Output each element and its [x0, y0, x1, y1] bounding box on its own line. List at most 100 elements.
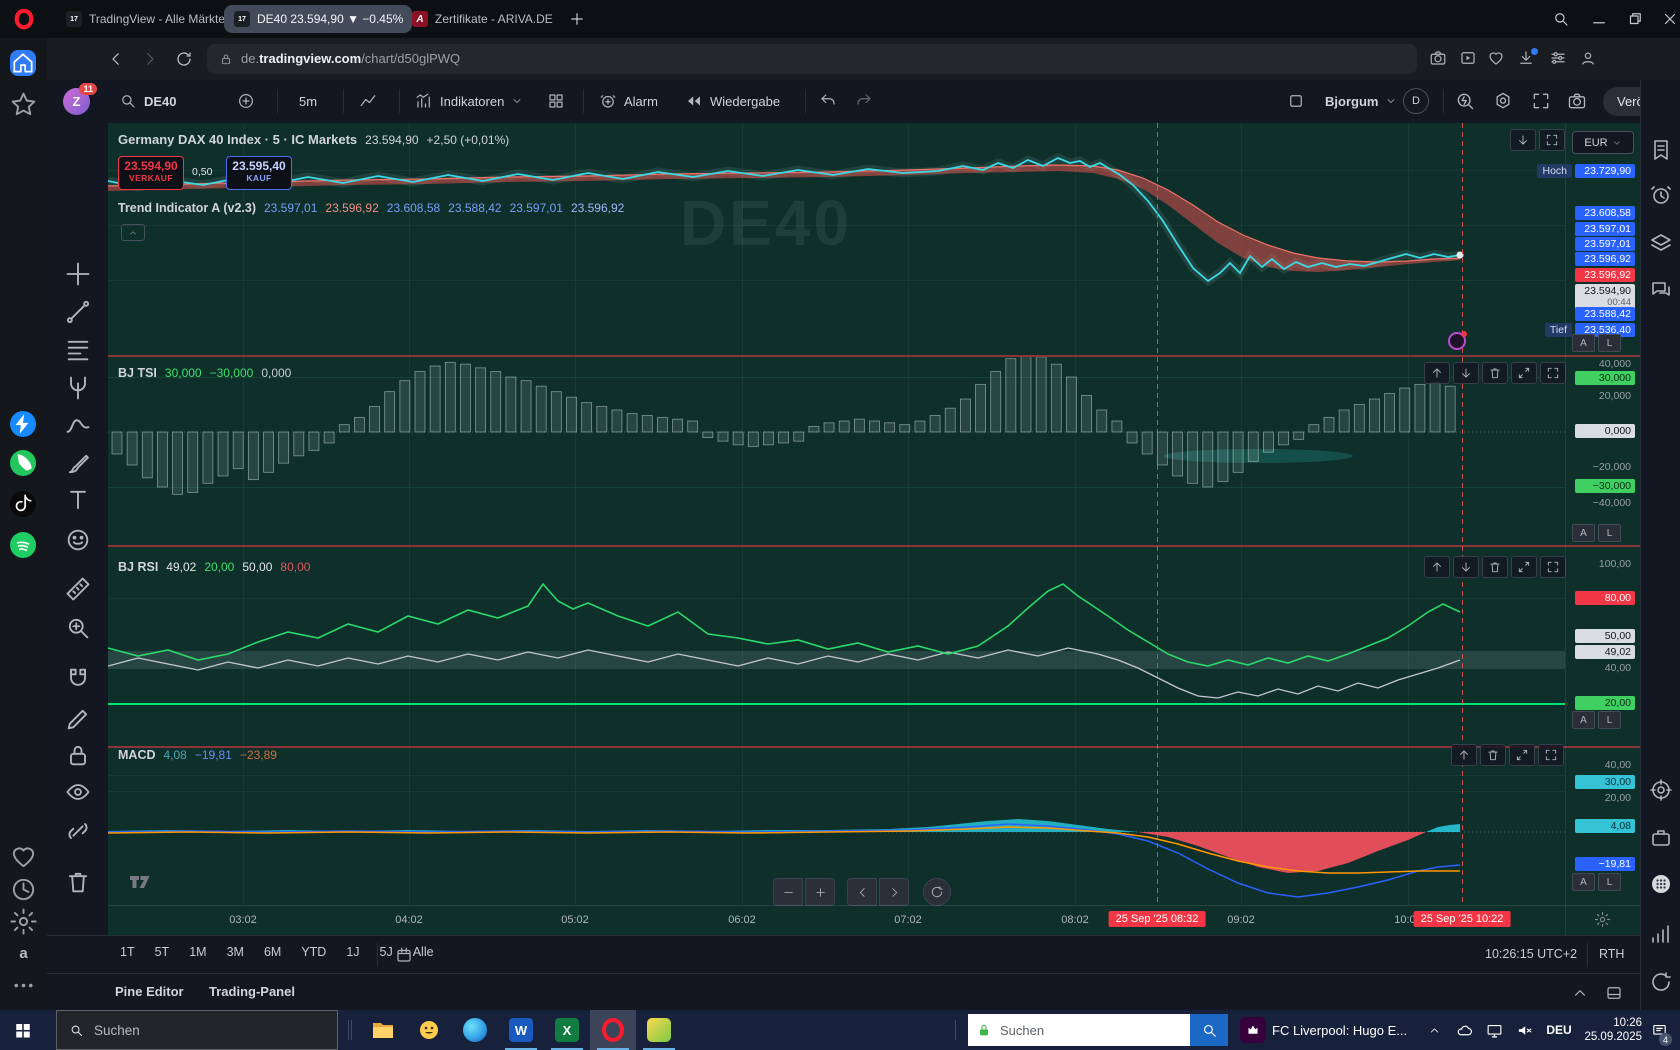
indicator-templates-button[interactable] — [547, 80, 565, 122]
taskbar-opera-active[interactable] — [590, 1010, 636, 1050]
tradingview-logo[interactable] — [128, 870, 152, 894]
chart-style-button[interactable] — [359, 80, 377, 122]
session-badge[interactable]: RTH — [1599, 947, 1625, 961]
favorites-heart-icon[interactable] — [1487, 49, 1505, 67]
pane-maximize-button[interactable] — [1540, 556, 1566, 578]
signal-icon[interactable] — [1649, 922, 1673, 946]
trend-line-icon[interactable] — [64, 298, 92, 326]
pane-delete-button[interactable] — [1482, 362, 1508, 384]
pane-maximize-button[interactable] — [1540, 362, 1566, 384]
taskbar-edge[interactable] — [452, 1010, 498, 1050]
measure-icon[interactable] — [64, 575, 92, 603]
object-tree-icon[interactable] — [1649, 231, 1673, 255]
fullscreen-button[interactable] — [1531, 80, 1551, 122]
settings-icon[interactable] — [9, 907, 38, 936]
pane-maximize-button[interactable] — [1539, 129, 1565, 151]
start-button[interactable] — [0, 1010, 46, 1050]
text-tool-icon[interactable] — [64, 486, 92, 514]
taskbar-word[interactable]: W — [498, 1010, 544, 1050]
panel-layout-icon[interactable] — [1605, 984, 1623, 1002]
rsi-legend[interactable]: BJ RSI 49,02 20,00 50,00 80,00 — [118, 560, 310, 574]
log-scale-button[interactable]: L — [1598, 334, 1621, 352]
star-icon[interactable] — [9, 90, 38, 119]
zoom-in-icon[interactable] — [64, 614, 92, 642]
target-icon[interactable] — [1649, 778, 1673, 802]
range-button-1t[interactable]: 1T — [120, 945, 135, 959]
scroll-left-button[interactable] — [847, 878, 877, 906]
pane-expand-button[interactable] — [1511, 556, 1537, 578]
quick-search-button[interactable] — [1455, 80, 1475, 122]
zoom-in-button[interactable] — [805, 878, 835, 906]
window-minimize-button[interactable] — [1590, 10, 1608, 28]
collapse-legend-button[interactable] — [121, 224, 145, 241]
notification-center[interactable]: 4 — [1646, 1010, 1672, 1050]
pane-move-down-button[interactable] — [1453, 556, 1479, 578]
range-button-5t[interactable]: 5T — [154, 945, 170, 959]
scroll-right-button[interactable] — [879, 878, 909, 906]
auto-scale-button[interactable]: A — [1572, 711, 1595, 729]
tiktok-icon[interactable] — [10, 491, 36, 517]
sidebar-setup-icon[interactable] — [1549, 49, 1567, 67]
snapshot-button[interactable] — [1567, 80, 1587, 122]
chart-settings-button[interactable] — [1493, 80, 1513, 122]
watchlist-icon[interactable] — [1649, 138, 1673, 162]
news-widget[interactable] — [1238, 1010, 1268, 1050]
url-field[interactable]: de.tradingview.com/chart/d50glPWQ — [207, 44, 1417, 74]
trend-indicator-legend[interactable]: Trend Indicator A (v2.3) 23.597,01 23.59… — [118, 201, 624, 215]
axis-settings-gear-icon[interactable] — [1594, 911, 1611, 928]
compare-add-button[interactable] — [237, 80, 255, 122]
price-scale[interactable] — [1565, 123, 1641, 935]
player-icon[interactable] — [1459, 49, 1477, 67]
fib-retracement-icon[interactable] — [64, 336, 92, 364]
chart-canvas[interactable] — [108, 123, 1640, 935]
range-button-3m[interactable]: 3M — [226, 945, 244, 959]
go-to-date-icon[interactable] — [395, 946, 413, 964]
spotify-icon[interactable] — [10, 532, 36, 558]
pencil-icon[interactable] — [64, 705, 92, 733]
tab-de40-chart[interactable]: 17 DE40 23.594,90 ▼ −0.45% — [224, 5, 412, 33]
log-scale-button[interactable]: L — [1598, 711, 1621, 729]
magnet-icon[interactable] — [64, 665, 92, 693]
back-button[interactable] — [107, 50, 125, 68]
search-go-button[interactable] — [1190, 1014, 1228, 1046]
range-button-1j[interactable]: 1J — [346, 945, 360, 959]
window-maximize-button[interactable] — [1626, 10, 1644, 28]
buy-button[interactable]: 23.595,40 KAUF — [226, 156, 292, 190]
tab-trading-panel[interactable]: Trading-Panel — [209, 984, 295, 999]
briefcase-icon[interactable] — [1649, 826, 1673, 850]
layout-name-button[interactable]: Bjorgum — [1325, 80, 1397, 122]
tab-tradingview-home[interactable]: 17 TradingView - Alle Märkte — [56, 5, 234, 33]
alert-button[interactable]: Alarm — [599, 80, 658, 122]
snapshot-camera-icon[interactable] — [1429, 49, 1447, 67]
currency-button[interactable]: EUR — [1572, 131, 1634, 154]
pane-move-up-button[interactable] — [1424, 556, 1450, 578]
brush-icon[interactable] — [64, 450, 92, 478]
messenger-icon[interactable] — [10, 411, 36, 437]
chat-icon[interactable] — [1649, 277, 1673, 301]
crosshair-icon[interactable] — [64, 260, 92, 288]
indicators-button[interactable]: Indikatoren — [415, 80, 523, 122]
resolution-badge[interactable]: D — [1403, 80, 1429, 122]
undo-button[interactable] — [819, 80, 837, 122]
link-icon[interactable] — [64, 817, 92, 845]
whatsapp-icon[interactable] — [10, 450, 36, 476]
window-close-button[interactable] — [1661, 10, 1679, 28]
new-tab-button[interactable] — [568, 10, 586, 28]
emoji-tool-icon[interactable] — [64, 526, 92, 554]
taskbar-emoji-app[interactable] — [406, 1010, 452, 1050]
symbol-search-button[interactable]: DE40 — [119, 80, 177, 122]
auto-scale-button[interactable]: A — [1572, 334, 1595, 352]
onedrive-tray-icon[interactable] — [1452, 1010, 1476, 1050]
trash-icon[interactable] — [64, 868, 92, 896]
range-button-1m[interactable]: 1M — [189, 945, 207, 959]
alarm-clock-icon[interactable] — [1649, 183, 1673, 207]
clock-tray[interactable]: 10:26 25.09.2025 — [1580, 1010, 1642, 1050]
history-icon[interactable] — [9, 875, 38, 904]
macd-legend[interactable]: MACD 4,08 −19,81 −23,89 — [118, 748, 277, 762]
eye-icon[interactable] — [64, 778, 92, 806]
pane-delete-button[interactable] — [1480, 744, 1506, 766]
auto-scale-button[interactable]: A — [1572, 873, 1595, 891]
pane-move-down-button[interactable] — [1453, 362, 1479, 384]
time-axis[interactable]: 03:02 04:02 05:02 06:02 07:02 08:02 09:02 10:02… — [108, 905, 1640, 936]
interval-button[interactable]: 5m — [299, 80, 317, 122]
